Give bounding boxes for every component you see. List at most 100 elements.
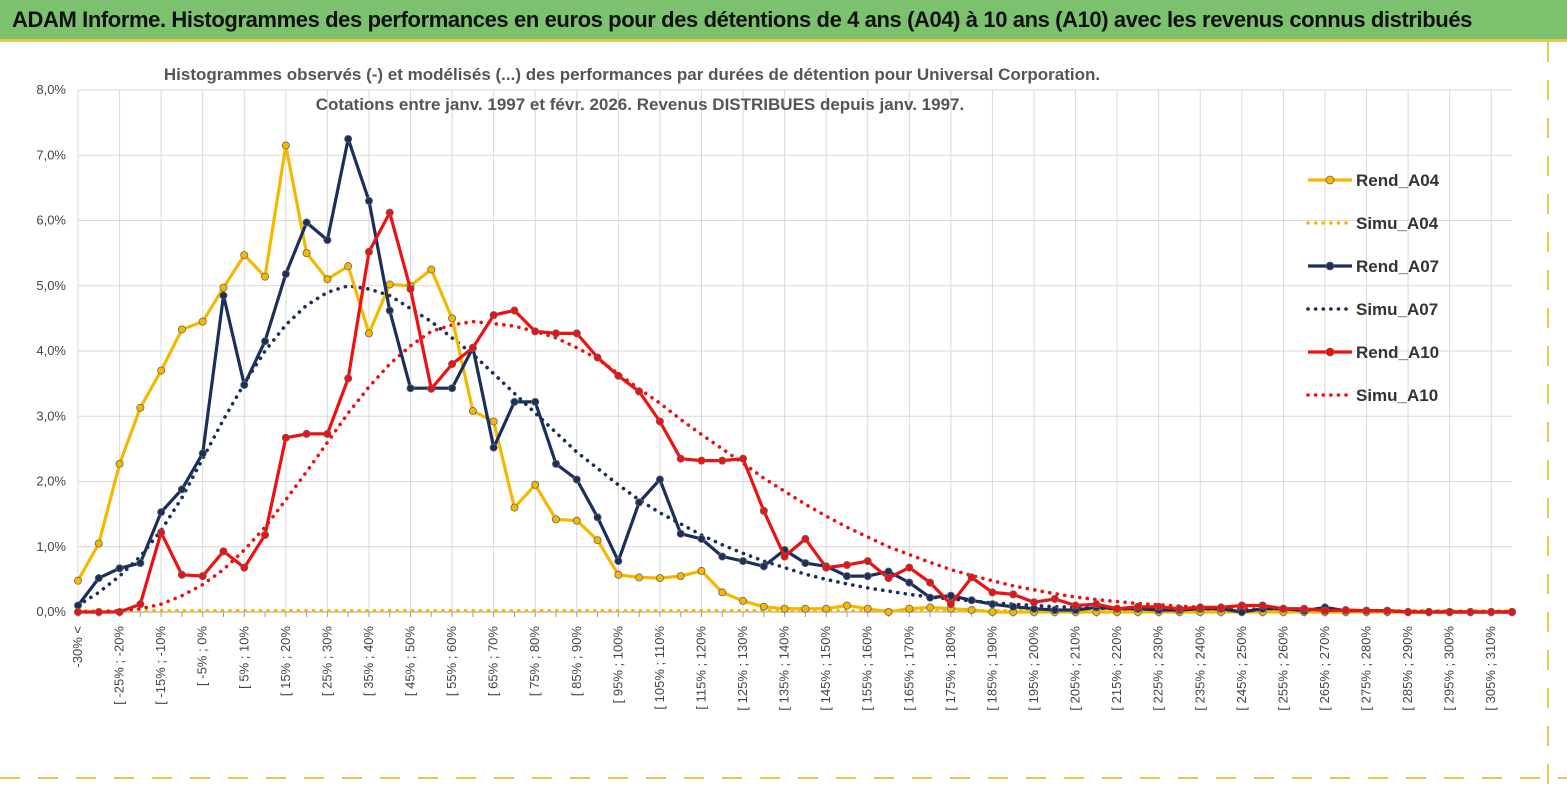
point-rend-a10 <box>1466 608 1475 617</box>
point-rend-a10 <box>572 329 581 338</box>
x-tick-label: [ 205% ; 210% <box>1068 626 1083 711</box>
y-axis-labels: 0,0% 1,0% 2,0% 3,0% 4,0% 5,0% 6,0% 7,0% 8,0% <box>36 82 66 619</box>
point-rend-a07 <box>406 384 415 393</box>
x-tick-label: [ 155% ; 160% <box>860 626 875 711</box>
point-rend-a07 <box>136 559 145 568</box>
point-rend-a07 <box>510 397 519 406</box>
point-rend-a10 <box>905 563 914 572</box>
point-rend-a04 <box>863 604 872 613</box>
point-rend-a10 <box>1383 606 1392 615</box>
point-rend-a10 <box>177 570 186 579</box>
series-rend-a10 <box>78 211 1512 614</box>
point-rend-a07 <box>489 443 498 452</box>
point-rend-a04 <box>967 606 976 615</box>
point-rend-a10 <box>739 454 748 463</box>
header-banner: ADAM Informe. Histogrammes des performan… <box>0 0 1567 42</box>
y-tick-label: 6,0% <box>36 213 66 228</box>
point-rend-a10 <box>676 454 685 463</box>
point-rend-a10 <box>884 574 893 583</box>
point-rend-a07 <box>74 601 83 610</box>
point-rend-a04 <box>593 536 602 545</box>
point-rend-a10 <box>1154 602 1163 611</box>
x-tick-label: [ 135% ; 140% <box>777 626 792 711</box>
point-rend-a10 <box>1092 600 1101 609</box>
point-rend-a07 <box>261 337 270 346</box>
point-rend-a10 <box>385 208 394 217</box>
x-tick-label: [ -25% ; -20% <box>112 626 127 705</box>
point-rend-a04 <box>655 574 664 583</box>
x-tick-label: [ 145% ; 150% <box>818 626 833 711</box>
x-tick-label: [ 5% ; 10% <box>236 626 251 689</box>
y-tick-label: 5,0% <box>36 278 66 293</box>
point-rend-a07 <box>364 196 373 205</box>
point-rend-a10 <box>1362 606 1371 615</box>
point-rend-a07 <box>1009 602 1018 611</box>
point-rend-a07 <box>1030 604 1039 613</box>
point-rend-a04 <box>136 403 145 412</box>
point-rend-a10 <box>1320 606 1329 615</box>
point-rend-a10 <box>323 429 332 438</box>
point-rend-a04 <box>926 603 935 612</box>
series-lines <box>74 134 1517 617</box>
point-rend-a10 <box>74 608 83 617</box>
x-tick-label: [ 275% ; 280% <box>1359 626 1374 711</box>
point-rend-a10 <box>406 285 415 294</box>
point-rend-a07 <box>946 591 955 600</box>
x-tick-label: [ 245% ; 250% <box>1234 626 1249 711</box>
y-tick-label: 0,0% <box>36 604 66 619</box>
legend: Rend_A04 Simu_A04 Rend_A07 Simu_A07 Rend_A10… <box>1306 171 1440 405</box>
point-rend-a10 <box>988 588 997 597</box>
y-tick-label: 1,0% <box>36 539 66 554</box>
point-rend-a04 <box>261 272 270 281</box>
x-tick-label: [ 15% ; 20% <box>278 626 293 697</box>
point-rend-a10 <box>302 429 311 438</box>
point-rend-a10 <box>136 600 145 609</box>
point-rend-a10 <box>946 600 955 609</box>
point-rend-a04 <box>697 566 706 575</box>
x-tick-label: [ 165% ; 170% <box>901 626 916 711</box>
point-rend-a04 <box>240 251 249 260</box>
legend-label-simu-a07: Simu_A07 <box>1356 300 1438 319</box>
point-rend-a10 <box>1424 608 1433 617</box>
x-tick-label: [ 35% ; 40% <box>361 626 376 697</box>
x-tick-label: [ 125% ; 130% <box>735 626 750 711</box>
legend-label-simu-a10: Simu_A10 <box>1356 386 1438 405</box>
point-rend-a04 <box>552 515 561 524</box>
point-rend-a10 <box>863 557 872 566</box>
y-tick-label: 3,0% <box>36 408 66 423</box>
point-rend-a07 <box>759 562 768 571</box>
x-tick-label: [ 265% ; 270% <box>1317 626 1332 711</box>
x-tick-label: [ 305% ; 310% <box>1483 626 1498 711</box>
x-tick-label: [ 255% ; 260% <box>1275 626 1290 711</box>
point-rend-a04 <box>385 280 394 289</box>
point-rend-a07 <box>177 485 186 494</box>
point-rend-a04 <box>718 588 727 597</box>
point-rend-a10 <box>593 353 602 362</box>
x-tick-label: [ 85% ; 90% <box>569 626 584 697</box>
point-rend-a04 <box>448 314 457 323</box>
x-axis-labels: -30% < [ -25% ; -20% [ -15% ; -10% [ -5% ; … <box>70 626 1498 711</box>
point-rend-a04 <box>323 275 332 284</box>
x-tick-label: [ 25% ; 30% <box>319 626 334 697</box>
point-rend-a10 <box>94 608 103 617</box>
point-rend-a07 <box>988 600 997 609</box>
legend-marker-rend-a10 <box>1325 347 1335 357</box>
point-rend-a10 <box>655 417 664 426</box>
chart-title-line-1: Histogrammes observés (-) et modélisés (… <box>164 65 1100 84</box>
point-rend-a04 <box>468 407 477 416</box>
point-rend-a10 <box>1508 608 1517 617</box>
y-tick-label: 2,0% <box>36 474 66 489</box>
point-rend-a04 <box>94 539 103 548</box>
point-rend-a10 <box>759 506 768 515</box>
chart-title-line-2: Cotations entre janv. 1997 et févr. 2026… <box>316 95 964 114</box>
point-rend-a07 <box>552 459 561 468</box>
point-rend-a10 <box>1404 608 1413 617</box>
point-rend-a04 <box>489 417 498 426</box>
point-rend-a10 <box>1030 598 1039 607</box>
x-tick-label: [ -5% ; 0% <box>195 626 210 686</box>
point-rend-a07 <box>344 134 353 143</box>
point-rend-a10 <box>219 547 228 556</box>
point-rend-a07 <box>572 475 581 484</box>
point-rend-a10 <box>1113 604 1122 613</box>
legend-label-rend-a07: Rend_A07 <box>1356 257 1439 276</box>
